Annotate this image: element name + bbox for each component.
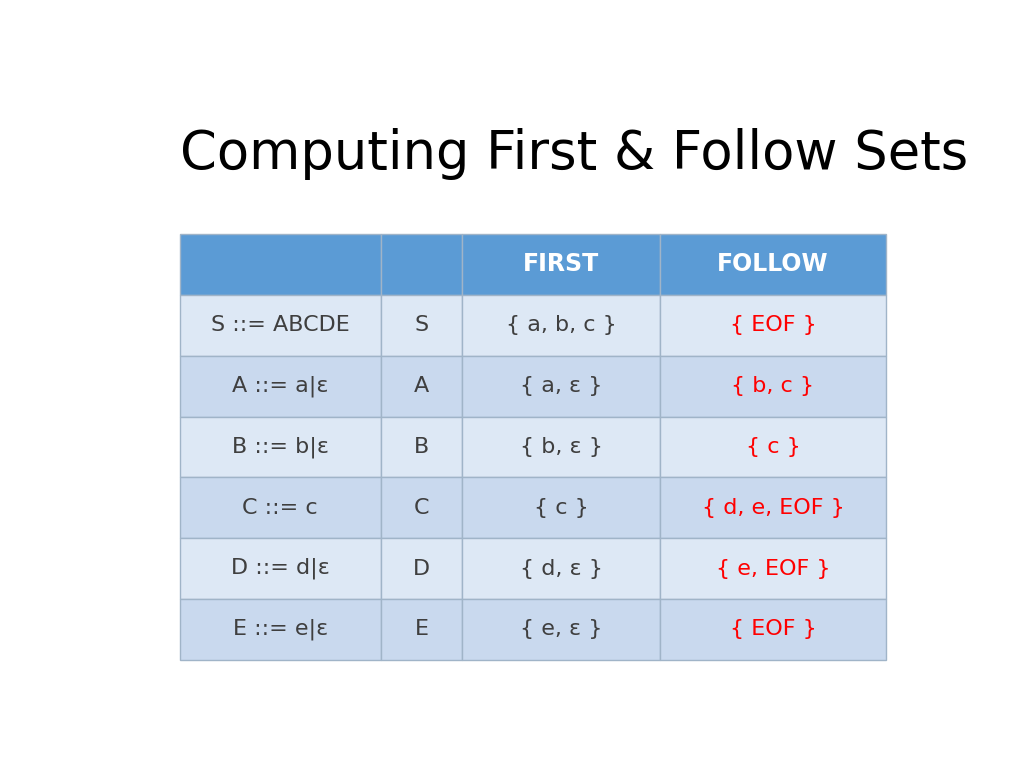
FancyBboxPatch shape: [179, 234, 381, 295]
FancyBboxPatch shape: [462, 478, 659, 538]
Text: { c }: { c }: [534, 498, 589, 518]
Text: C: C: [414, 498, 429, 518]
FancyBboxPatch shape: [462, 295, 659, 356]
FancyBboxPatch shape: [381, 234, 462, 295]
FancyBboxPatch shape: [381, 478, 462, 538]
FancyBboxPatch shape: [659, 538, 886, 599]
Text: D: D: [413, 558, 430, 578]
Text: C ::= c: C ::= c: [243, 498, 318, 518]
Text: { c }: { c }: [745, 437, 800, 457]
Text: Computing First & Follow Sets: Computing First & Follow Sets: [179, 127, 968, 180]
Text: { b, ε }: { b, ε }: [519, 437, 602, 457]
FancyBboxPatch shape: [659, 478, 886, 538]
Text: FOLLOW: FOLLOW: [717, 253, 828, 276]
FancyBboxPatch shape: [659, 295, 886, 356]
Text: { e, ε }: { e, ε }: [520, 620, 602, 640]
FancyBboxPatch shape: [659, 599, 886, 660]
FancyBboxPatch shape: [462, 599, 659, 660]
FancyBboxPatch shape: [462, 538, 659, 599]
FancyBboxPatch shape: [381, 599, 462, 660]
Text: { b, c }: { b, c }: [731, 376, 814, 396]
FancyBboxPatch shape: [381, 356, 462, 416]
FancyBboxPatch shape: [179, 538, 381, 599]
FancyBboxPatch shape: [659, 356, 886, 416]
FancyBboxPatch shape: [659, 234, 886, 295]
FancyBboxPatch shape: [179, 295, 381, 356]
FancyBboxPatch shape: [179, 356, 381, 416]
Text: E ::= e|ε: E ::= e|ε: [232, 619, 328, 641]
Text: B: B: [414, 437, 429, 457]
Text: S ::= ABCDE: S ::= ABCDE: [211, 316, 349, 336]
Text: { a, ε }: { a, ε }: [520, 376, 602, 396]
Text: D ::= d|ε: D ::= d|ε: [230, 558, 330, 579]
Text: A ::= a|ε: A ::= a|ε: [232, 376, 329, 397]
Text: { a, b, c }: { a, b, c }: [506, 316, 616, 336]
Text: A: A: [414, 376, 429, 396]
FancyBboxPatch shape: [381, 416, 462, 478]
Text: S: S: [415, 316, 429, 336]
Text: { d, ε }: { d, ε }: [519, 558, 602, 578]
Text: FIRST: FIRST: [523, 253, 599, 276]
Text: { EOF }: { EOF }: [729, 620, 816, 640]
Text: { EOF }: { EOF }: [729, 316, 816, 336]
Text: E: E: [415, 620, 428, 640]
Text: { e, EOF }: { e, EOF }: [716, 558, 830, 578]
FancyBboxPatch shape: [179, 478, 381, 538]
FancyBboxPatch shape: [381, 538, 462, 599]
FancyBboxPatch shape: [179, 416, 381, 478]
Text: B ::= b|ε: B ::= b|ε: [231, 436, 329, 458]
FancyBboxPatch shape: [462, 356, 659, 416]
FancyBboxPatch shape: [659, 416, 886, 478]
FancyBboxPatch shape: [462, 416, 659, 478]
FancyBboxPatch shape: [179, 599, 381, 660]
FancyBboxPatch shape: [462, 234, 659, 295]
Text: { d, e, EOF }: { d, e, EOF }: [701, 498, 844, 518]
FancyBboxPatch shape: [381, 295, 462, 356]
